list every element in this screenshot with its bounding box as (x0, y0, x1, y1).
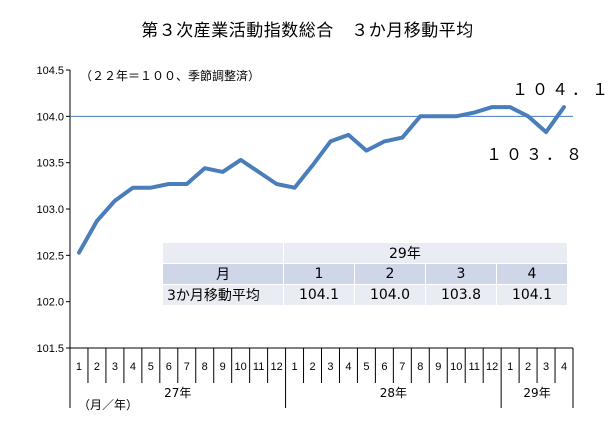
y-tick-label: 102.0 (36, 297, 64, 309)
y-tick-label: 101.5 (36, 343, 64, 355)
data-point (311, 163, 315, 167)
data-point (257, 170, 261, 174)
data-point (472, 111, 476, 115)
year-label: 29年 (523, 386, 550, 400)
year-label: 27年 (164, 386, 191, 400)
chart-title: 第３次産業活動指数総合 ３か月移動平均 (141, 21, 474, 41)
axis-unit-label: （月／年） (78, 398, 138, 412)
data-point (346, 133, 350, 137)
x-tick-label: 3 (327, 361, 333, 373)
year-label: 28年 (380, 386, 407, 400)
x-tick-label: 8 (417, 361, 423, 373)
data-point (328, 139, 332, 143)
data-point (203, 166, 207, 170)
x-tick-label: 8 (202, 361, 208, 373)
table-cell: 1 (284, 264, 355, 285)
x-tick-label: 7 (184, 361, 190, 373)
x-tick-label: 1 (76, 361, 82, 373)
x-tick-label: 10 (235, 361, 247, 373)
series-line (77, 105, 566, 255)
data-point (113, 199, 117, 203)
data-point (131, 186, 135, 190)
data-point (77, 251, 81, 255)
x-tick-label: 7 (399, 361, 405, 373)
data-point (364, 149, 368, 153)
data-point (149, 186, 153, 190)
table-row-values: 3か月移動平均 104.1 104.0 103.8 104.1 (163, 285, 568, 306)
table-cell (163, 243, 284, 264)
y-tick-label: 103.5 (36, 158, 64, 170)
y-tick-label: 102.5 (36, 250, 64, 262)
data-point (400, 136, 404, 140)
data-point (275, 182, 279, 186)
plot-area (70, 105, 573, 255)
y-tick-label: 103.0 (36, 204, 64, 216)
table-row-month: 月 1 2 3 4 (163, 264, 568, 285)
data-point (418, 114, 422, 118)
data-point (562, 105, 566, 109)
annotation-recent-low: １０３．８ (486, 147, 586, 164)
data-point (221, 170, 225, 174)
table-cell: 104.1 (497, 285, 568, 306)
y-tick-label: 104.0 (36, 111, 64, 123)
x-tick-label: 9 (435, 361, 441, 373)
x-tick-label: 12 (270, 361, 282, 373)
data-point (526, 114, 530, 118)
x-tick-label: 9 (220, 361, 226, 373)
table-cell: 104.0 (355, 285, 426, 306)
x-tick-label: 2 (525, 361, 531, 373)
table-cell: 3 (426, 264, 497, 285)
x-tick-label: 12 (486, 361, 498, 373)
data-point (293, 186, 297, 190)
table-row-year: 29年 (163, 243, 568, 264)
table-cell: 103.8 (426, 285, 497, 306)
x-tick-label: 11 (468, 361, 479, 373)
y-axis: 101.5 102.0 102.5 103.0 103.5 104.0 104.5 (36, 65, 71, 355)
x-tick-label: 2 (94, 361, 100, 373)
data-point (544, 130, 548, 134)
table-row-label: 月 (163, 264, 284, 285)
x-tick-label: 10 (450, 361, 462, 373)
data-point (185, 182, 189, 186)
table-row-label: 3か月移動平均 (163, 285, 284, 306)
x-tick-label: 3 (112, 361, 118, 373)
data-table: 29年 月 1 2 3 4 3か月移動平均 104.1 104.0 103.8 … (163, 243, 568, 306)
data-point (508, 105, 512, 109)
data-point (239, 158, 243, 162)
x-tick-label: 1 (507, 361, 513, 373)
table-cell: 4 (497, 264, 568, 285)
annotation-last-value: １０４．１ (512, 82, 612, 99)
x-tick-label: 4 (130, 361, 136, 373)
y-tick-label: 104.5 (36, 65, 64, 77)
x-tick-label: 5 (148, 361, 154, 373)
x-tick-label: 3 (543, 361, 549, 373)
x-tick-label: 6 (166, 361, 172, 373)
table-cell: 104.1 (284, 285, 355, 306)
data-point (167, 182, 171, 186)
x-tick-label: 6 (381, 361, 387, 373)
x-tick-label: 5 (363, 361, 369, 373)
x-tick-label: 2 (309, 361, 315, 373)
data-point (95, 219, 99, 223)
data-point (436, 114, 440, 118)
x-tick-label: 11 (253, 361, 264, 373)
table-year-header: 29年 (284, 243, 568, 264)
x-tick-label: 1 (291, 361, 297, 373)
table-cell: 2 (355, 264, 426, 285)
data-point (490, 105, 494, 109)
x-tick-label: 4 (345, 361, 351, 373)
unit-note: （２２年＝１００、季節調整済） (80, 68, 260, 83)
data-point (382, 139, 386, 143)
x-tick-label: 4 (561, 361, 567, 373)
data-point (454, 114, 458, 118)
